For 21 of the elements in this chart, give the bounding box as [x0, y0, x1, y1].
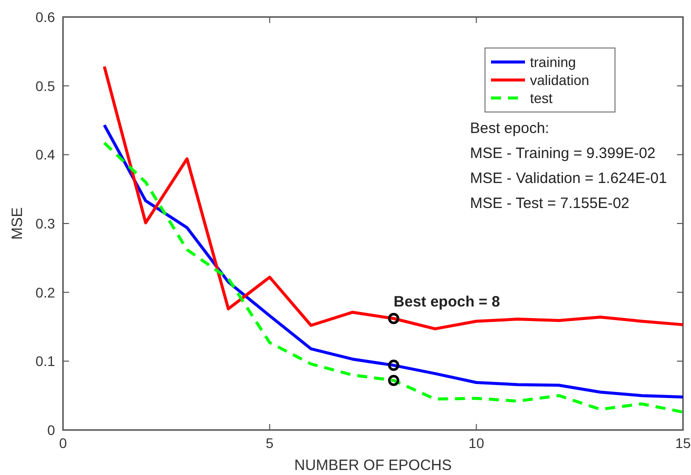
- annotation: MSE - Test = 7.155E-02: [470, 195, 630, 212]
- y-tick-label: 0.3: [36, 216, 56, 232]
- x-axis-title: NUMBER OF EPOCHS: [294, 457, 452, 474]
- annotation: MSE - Training = 9.399E-02: [470, 145, 656, 162]
- y-tick-label: 0.5: [36, 78, 56, 94]
- x-tick-label: 5: [266, 435, 274, 451]
- y-tick-label: 0.2: [36, 284, 56, 300]
- x-tick-label: 15: [675, 435, 691, 451]
- x-tick-label: 0: [59, 435, 68, 451]
- annotation: MSE - Validation = 1.624E-01: [470, 170, 667, 187]
- y-tick-label: 0: [47, 422, 56, 438]
- legend-label: training: [530, 54, 576, 70]
- y-tick-label: 0.1: [36, 353, 56, 370]
- y-tick-label: 0.6: [36, 9, 56, 25]
- legend-label: test: [530, 90, 553, 106]
- annotation: Best epoch = 8: [394, 293, 500, 310]
- legend-label: validation: [530, 72, 590, 88]
- y-axis-title: MSE: [9, 207, 26, 240]
- x-tick-label: 10: [468, 435, 484, 451]
- annotation: Best epoch:: [470, 120, 550, 137]
- y-tick-label: 0.4: [36, 146, 56, 163]
